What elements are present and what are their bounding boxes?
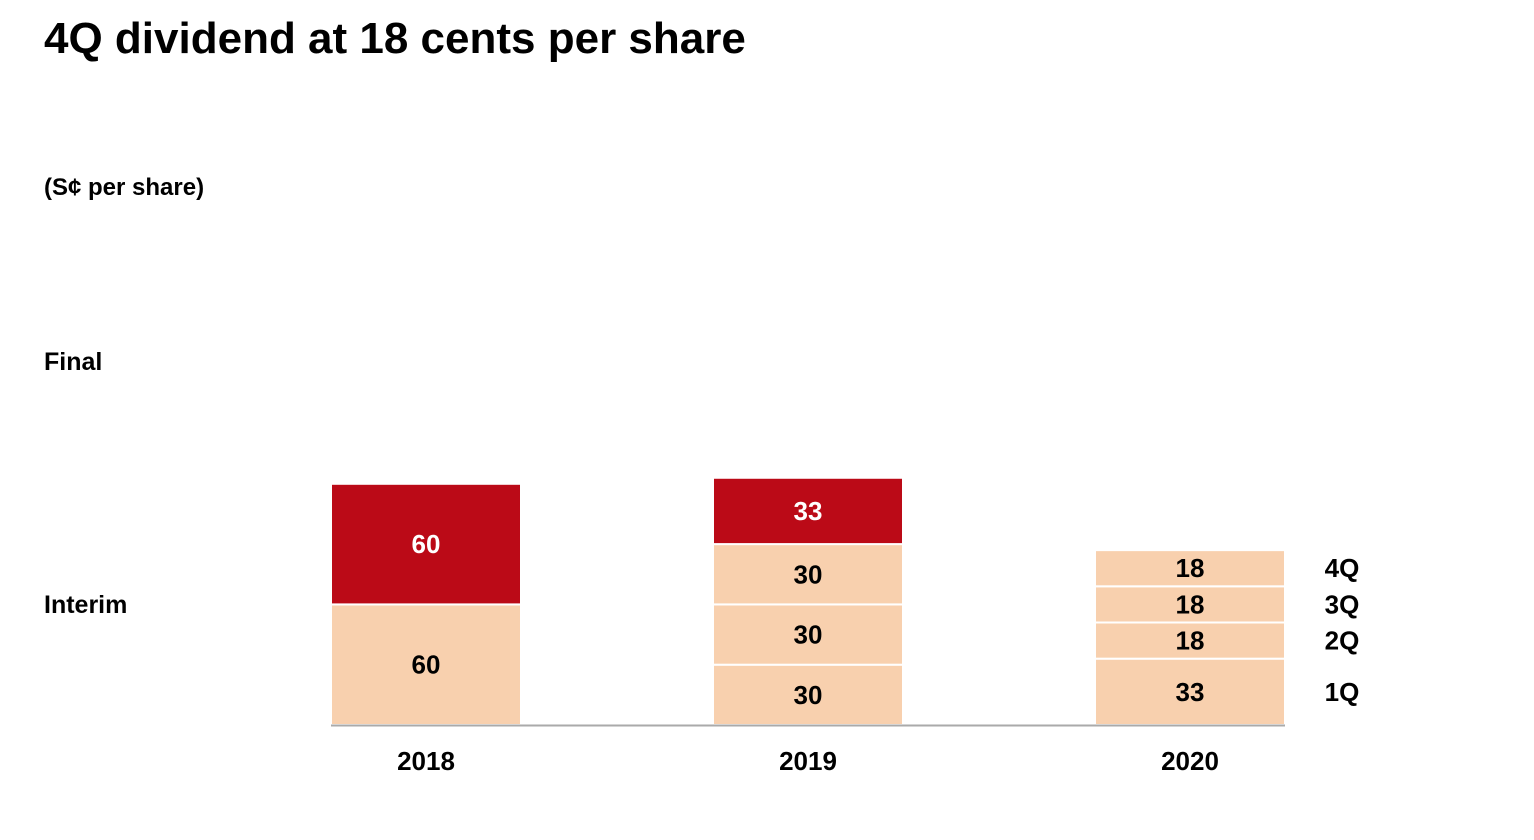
quarter-label-1q: 1Q [1325, 677, 1360, 707]
bar-2020-segment-1-label: 33 [1176, 677, 1205, 707]
bar-2020-segment-3-label: 18 [1176, 589, 1205, 619]
x-tick-label-2020: 2020 [1161, 746, 1219, 776]
bar-2019-segment-3 [712, 543, 904, 606]
quarter-label-2q: 2Q [1325, 626, 1360, 656]
bar-2019-segment-2-label: 30 [794, 620, 823, 650]
bar-2020-segment-2-label: 18 [1176, 626, 1205, 656]
page-title: 4Q dividend at 18 cents per share [44, 14, 746, 63]
quarter-label-3q: 3Q [1325, 589, 1360, 619]
x-tick-label-2018: 2018 [397, 746, 455, 776]
bar-2020-segment-1 [1094, 657, 1286, 726]
x-tick-label-2019: 2019 [779, 746, 837, 776]
quarter-label-4q: 4Q [1325, 553, 1360, 583]
bar-2019-segment-4 [712, 476, 904, 546]
interim-row-label: Interim [44, 591, 128, 619]
bar-2020-segment-2 [1094, 621, 1286, 660]
unit-label: (S¢ per share) [44, 174, 205, 201]
bar-2018-segment-2-label: 60 [412, 529, 441, 559]
bar-2019-segment-3-label: 30 [794, 559, 823, 589]
bar-2020-segment-4 [1094, 549, 1286, 588]
bar-2019-segment-1-label: 30 [794, 680, 823, 710]
bar-2018-segment-2 [330, 482, 522, 606]
bar-2018-segment-1 [330, 603, 522, 727]
bar-2018-segment-1-label: 60 [412, 650, 441, 680]
final-row-label: Final [44, 348, 103, 376]
bar-2019-segment-4-label: 33 [794, 496, 823, 526]
bar-2020-segment-4-label: 18 [1176, 553, 1205, 583]
